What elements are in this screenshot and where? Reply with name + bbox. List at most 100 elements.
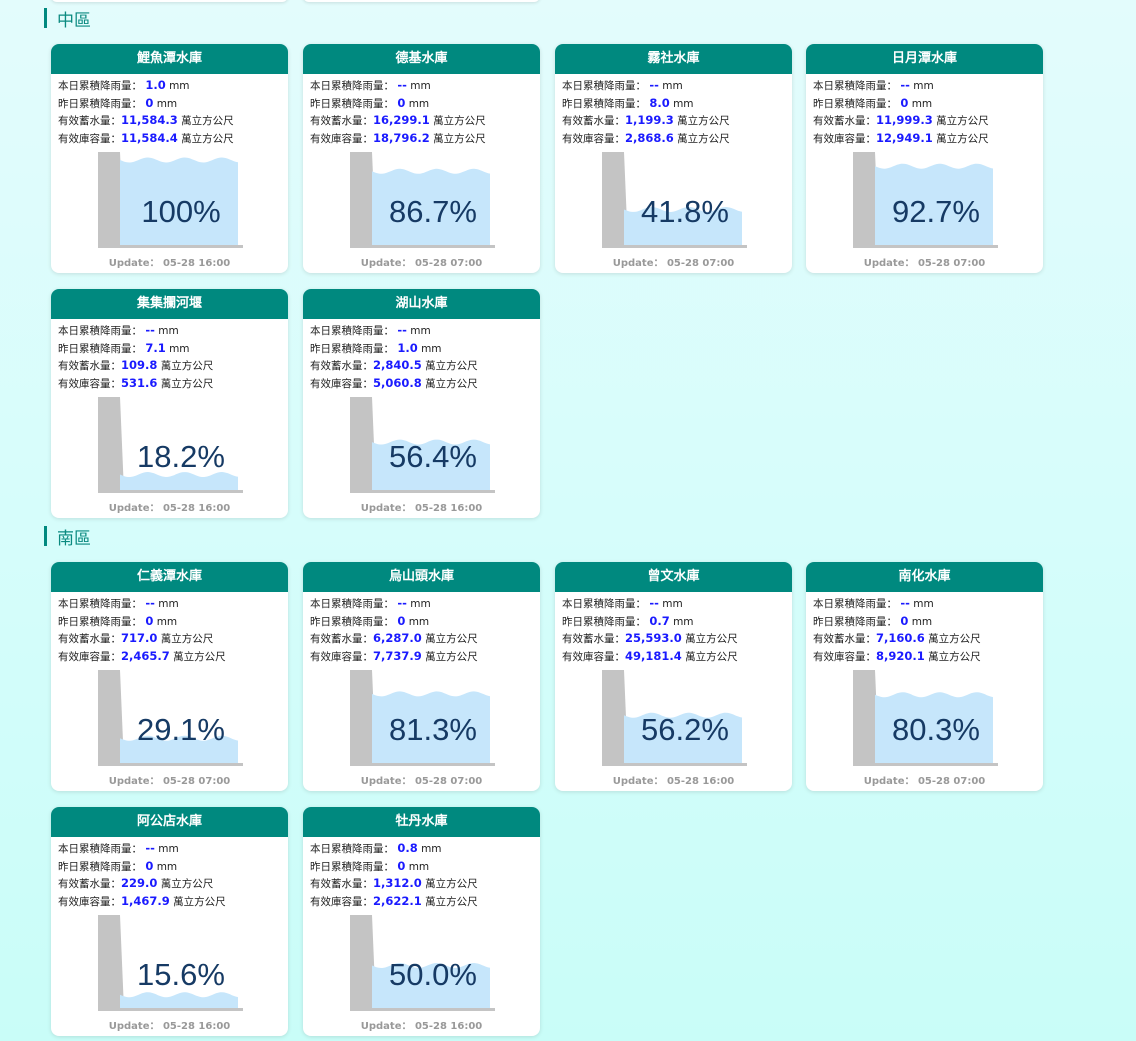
capacity-row: 有效庫容量：2,465.7 萬立方公尺 bbox=[58, 648, 226, 663]
reservoir-card[interactable]: 烏山頭水庫 本日累積降雨量： -- mm 昨日累積降雨量： 0 mm 有效蓄水量… bbox=[303, 562, 540, 791]
storage-percent: 56.2% bbox=[641, 712, 729, 747]
reservoir-info: 本日累積降雨量： -- mm 昨日累積降雨量： 0 mm 有效蓄水量：229.0… bbox=[51, 837, 288, 910]
storage-row: 有效蓄水量：16,299.1 萬立方公尺 bbox=[310, 113, 486, 127]
ground-line bbox=[350, 1008, 495, 1011]
update-time: Update： 05-28 16:00 bbox=[108, 1021, 231, 1032]
today-rain-row: 本日累積降雨量： -- mm bbox=[562, 78, 683, 92]
storage-row: 有效蓄水量：1,312.0 萬立方公尺 bbox=[310, 876, 478, 890]
ground-line bbox=[350, 490, 495, 493]
reservoir-info: 本日累積降雨量： 0.8 mm 昨日累積降雨量： 0 mm 有效蓄水量：1,31… bbox=[303, 837, 540, 910]
reservoir-name: 阿公店水庫 bbox=[51, 807, 288, 837]
reservoir-card[interactable]: 鯉魚潭水庫 本日累積降雨量： 1.0 mm 昨日累積降雨量： 0 mm 有效蓄水… bbox=[51, 44, 288, 273]
reservoir-card[interactable]: 仁義潭水庫 本日累積降雨量： -- mm 昨日累積降雨量： 0 mm 有效蓄水量… bbox=[51, 562, 288, 791]
ground-line bbox=[853, 763, 998, 766]
dam-icon bbox=[350, 670, 376, 765]
dam-icon bbox=[98, 397, 124, 492]
reservoir-card[interactable]: 湖山水庫 本日累積降雨量： -- mm 昨日累積降雨量： 1.0 mm 有效蓄水… bbox=[303, 289, 540, 518]
water-level bbox=[624, 712, 742, 763]
today-rain-row: 本日累積降雨量： -- mm bbox=[58, 841, 179, 855]
previous-card-edge bbox=[303, 0, 540, 2]
dam-icon bbox=[350, 152, 376, 247]
reservoir-card[interactable]: 曾文水庫 本日累積降雨量： -- mm 昨日累積降雨量： 0.7 mm 有效蓄水… bbox=[555, 562, 792, 791]
reservoir-card[interactable]: 德基水庫 本日累積降雨量： -- mm 昨日累積降雨量： 0 mm 有效蓄水量：… bbox=[303, 44, 540, 273]
dam-icon bbox=[853, 670, 879, 765]
reservoir-card[interactable]: 日月潭水庫 本日累積降雨量： -- mm 昨日累積降雨量： 0 mm 有效蓄水量… bbox=[806, 44, 1043, 273]
today-rain-row: 本日累積降雨量： -- mm bbox=[58, 596, 179, 610]
dam-icon bbox=[98, 915, 124, 1010]
storage-row: 有效蓄水量：6,287.0 萬立方公尺 bbox=[310, 631, 478, 645]
dam-water-gauge bbox=[98, 915, 243, 1011]
update-time: Update： 05-28 07:00 bbox=[360, 776, 483, 787]
yesterday-rain-row: 昨日累積降雨量： 0 mm bbox=[310, 95, 430, 110]
storage-percent: 92.7% bbox=[892, 194, 980, 229]
reservoir-name: 曾文水庫 bbox=[555, 562, 792, 592]
section-marker bbox=[44, 526, 47, 546]
ground-line bbox=[98, 1008, 243, 1011]
today-rain-row: 本日累積降雨量： 0.8 mm bbox=[310, 841, 442, 855]
storage-percent: 86.7% bbox=[389, 194, 477, 229]
dam-icon bbox=[350, 915, 376, 1010]
storage-percent: 56.4% bbox=[389, 439, 477, 474]
today-rain-row: 本日累積降雨量： -- mm bbox=[562, 596, 683, 610]
reservoir-name: 霧社水庫 bbox=[555, 44, 792, 74]
dam-water-gauge bbox=[350, 915, 495, 1011]
reservoir-card[interactable]: 南化水庫 本日累積降雨量： -- mm 昨日累積降雨量： 0 mm 有效蓄水量：… bbox=[806, 562, 1043, 791]
capacity-row: 有效庫容量：12,949.1 萬立方公尺 bbox=[813, 130, 989, 145]
storage-percent: 100% bbox=[141, 194, 221, 229]
reservoir-card[interactable]: 霧社水庫 本日累積降雨量： -- mm 昨日累積降雨量： 8.0 mm 有效蓄水… bbox=[555, 44, 792, 273]
dam-water-gauge bbox=[98, 152, 243, 248]
dam-icon bbox=[853, 152, 879, 247]
reservoir-name: 烏山頭水庫 bbox=[303, 562, 540, 592]
update-time: Update： 05-28 16:00 bbox=[108, 258, 231, 269]
dam-water-gauge bbox=[853, 670, 998, 766]
yesterday-rain-row: 昨日累積降雨量： 0 mm bbox=[813, 613, 933, 628]
storage-row: 有效蓄水量：1,199.3 萬立方公尺 bbox=[562, 113, 730, 127]
capacity-row: 有效庫容量：1,467.9 萬立方公尺 bbox=[58, 893, 226, 908]
reservoir-name: 仁義潭水庫 bbox=[51, 562, 288, 592]
reservoir-card[interactable]: 牡丹水庫 本日累積降雨量： 0.8 mm 昨日累積降雨量： 0 mm 有效蓄水量… bbox=[303, 807, 540, 1036]
reservoir-info: 本日累積降雨量： -- mm 昨日累積降雨量： 1.0 mm 有效蓄水量：2,8… bbox=[303, 319, 540, 392]
storage-percent: 18.2% bbox=[137, 439, 225, 474]
update-time: Update： 05-28 07:00 bbox=[612, 258, 735, 269]
storage-row: 有效蓄水量：2,840.5 萬立方公尺 bbox=[310, 358, 478, 372]
today-rain-row: 本日累積降雨量： -- mm bbox=[310, 596, 431, 610]
dam-water-gauge bbox=[350, 670, 495, 766]
ground-line bbox=[602, 763, 747, 766]
dam-water-gauge bbox=[350, 397, 495, 493]
storage-row: 有效蓄水量：109.8 萬立方公尺 bbox=[58, 358, 214, 372]
dam-icon bbox=[350, 397, 376, 492]
dam-water-gauge bbox=[350, 152, 495, 248]
water-level bbox=[372, 168, 490, 245]
section-marker bbox=[44, 8, 47, 28]
reservoir-card[interactable]: 集集攔河堰 本日累積降雨量： -- mm 昨日累積降雨量： 7.1 mm 有效蓄… bbox=[51, 289, 288, 518]
yesterday-rain-row: 昨日累積降雨量： 0.7 mm bbox=[562, 613, 694, 628]
update-time: Update： 05-28 07:00 bbox=[863, 776, 986, 787]
dam-icon bbox=[98, 670, 124, 765]
today-rain-row: 本日累積降雨量： -- mm bbox=[813, 78, 934, 92]
capacity-row: 有效庫容量：2,868.6 萬立方公尺 bbox=[562, 130, 730, 145]
today-rain-row: 本日累積降雨量： -- mm bbox=[310, 78, 431, 92]
storage-row: 有效蓄水量：229.0 萬立方公尺 bbox=[58, 876, 214, 890]
reservoir-name: 德基水庫 bbox=[303, 44, 540, 74]
dam-water-gauge bbox=[98, 670, 243, 766]
reservoir-name: 鯉魚潭水庫 bbox=[51, 44, 288, 74]
dam-water-gauge bbox=[98, 397, 243, 493]
water-level bbox=[372, 439, 490, 490]
capacity-row: 有效庫容量：531.6 萬立方公尺 bbox=[58, 375, 214, 390]
reservoir-info: 本日累積降雨量： -- mm 昨日累積降雨量： 0 mm 有效蓄水量：6,287… bbox=[303, 592, 540, 665]
yesterday-rain-row: 昨日累積降雨量： 0 mm bbox=[58, 858, 178, 873]
reservoir-info: 本日累積降雨量： -- mm 昨日累積降雨量： 8.0 mm 有效蓄水量：1,1… bbox=[555, 74, 792, 147]
section-title-text: 中區 bbox=[57, 10, 91, 31]
reservoir-info: 本日累積降雨量： -- mm 昨日累積降雨量： 0.7 mm 有效蓄水量：25,… bbox=[555, 592, 792, 665]
capacity-row: 有效庫容量：5,060.8 萬立方公尺 bbox=[310, 375, 478, 390]
update-time: Update： 05-28 16:00 bbox=[360, 503, 483, 514]
update-time: Update： 05-28 07:00 bbox=[863, 258, 986, 269]
dam-icon bbox=[98, 152, 124, 247]
yesterday-rain-row: 昨日累積降雨量： 0 mm bbox=[310, 858, 430, 873]
section-title-text: 南區 bbox=[57, 528, 91, 549]
yesterday-rain-row: 昨日累積降雨量： 8.0 mm bbox=[562, 95, 694, 110]
today-rain-row: 本日累積降雨量： -- mm bbox=[813, 596, 934, 610]
storage-percent: 81.3% bbox=[389, 712, 477, 747]
reservoir-name: 集集攔河堰 bbox=[51, 289, 288, 319]
reservoir-card[interactable]: 阿公店水庫 本日累積降雨量： -- mm 昨日累積降雨量： 0 mm 有效蓄水量… bbox=[51, 807, 288, 1036]
